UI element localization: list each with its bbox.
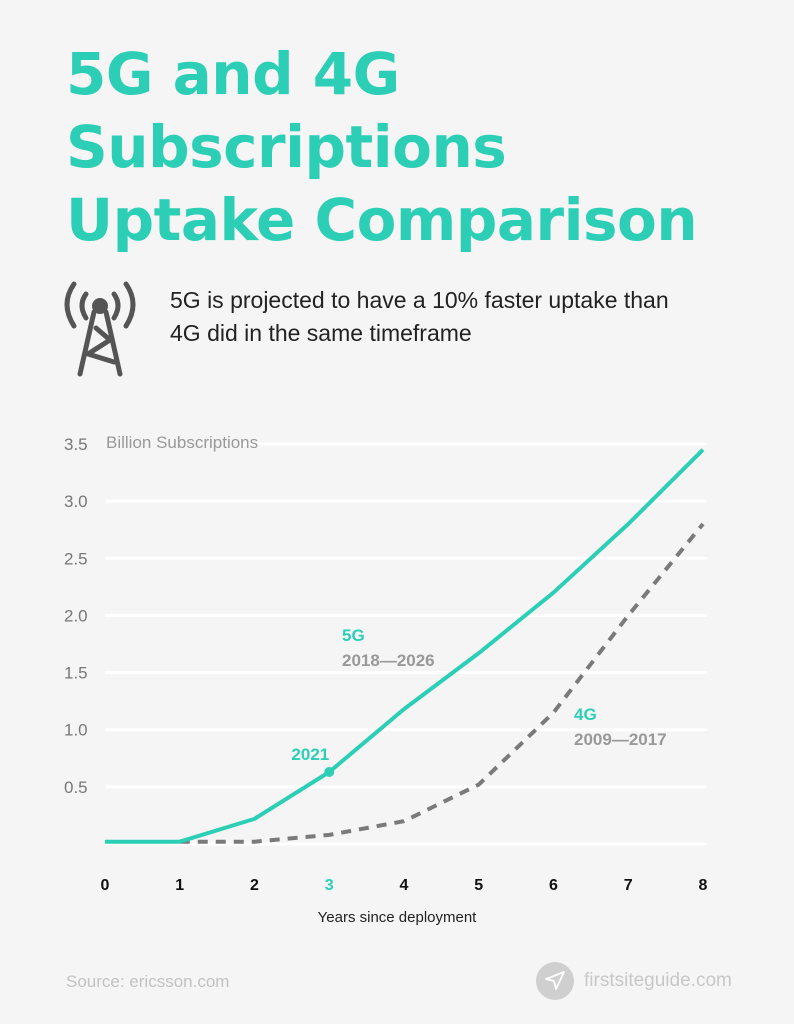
x-tick-label: 7 <box>624 877 633 894</box>
x-tick-label: 3 <box>325 877 334 894</box>
subtitle-line: 4G did in the same timeframe <box>170 320 472 346</box>
y-tick-label: 2.0 <box>64 606 88 625</box>
y-tick-label: 0.5 <box>64 778 88 797</box>
x-axis-label: Years since deployment <box>318 909 478 926</box>
brand[interactable]: firstsiteguide.com <box>536 962 732 1000</box>
brand-text: firstsiteguide.com <box>584 970 732 991</box>
source-text: Source: ericsson.com <box>66 972 230 991</box>
y-axis-label: Billion Subscriptions <box>106 433 258 452</box>
data-point-2021 <box>324 767 335 777</box>
x-tick-label: 8 <box>699 877 708 894</box>
series-period-5g: 2018—2026 <box>342 651 435 670</box>
subtitle: 5G is projected to have a 10% faster upt… <box>170 284 669 350</box>
series-label-5g: 5G <box>342 626 365 645</box>
x-tick-label: 2 <box>250 877 259 894</box>
subtitle-line: 5G is projected to have a 10% faster upt… <box>170 287 669 313</box>
series-label-4g: 4G <box>574 705 597 724</box>
annotation-2021: 2021 <box>291 745 329 764</box>
y-tick-label: 3.5 <box>64 435 88 454</box>
series-period-4g: 2009—2017 <box>574 730 667 749</box>
x-tick-label: 4 <box>400 877 409 894</box>
y-tick-label: 1.0 <box>64 721 88 740</box>
y-tick-label: 2.5 <box>64 549 88 568</box>
x-tick-label: 5 <box>474 877 483 894</box>
line-chart: 0.5 1.0 1.5 2.0 2.5 3.0 3.5 Billion Subscripti… <box>64 433 708 926</box>
page-title: 5G and 4G Subscriptions Uptake Comparison <box>66 38 698 257</box>
title-line: Uptake Comparison <box>66 186 698 254</box>
y-tick-label: 1.5 <box>64 664 88 683</box>
y-tick-label: 3.0 <box>64 492 88 511</box>
title-line: Subscriptions <box>66 113 507 181</box>
cell-tower-icon <box>64 281 136 377</box>
title-line: 5G and 4G <box>66 40 400 108</box>
x-tick-label: 0 <box>101 877 110 894</box>
series-line-5g <box>105 448 705 844</box>
x-tick-label: 6 <box>549 877 558 894</box>
x-tick-label: 1 <box>175 877 184 894</box>
paper-plane-icon <box>536 962 574 1000</box>
